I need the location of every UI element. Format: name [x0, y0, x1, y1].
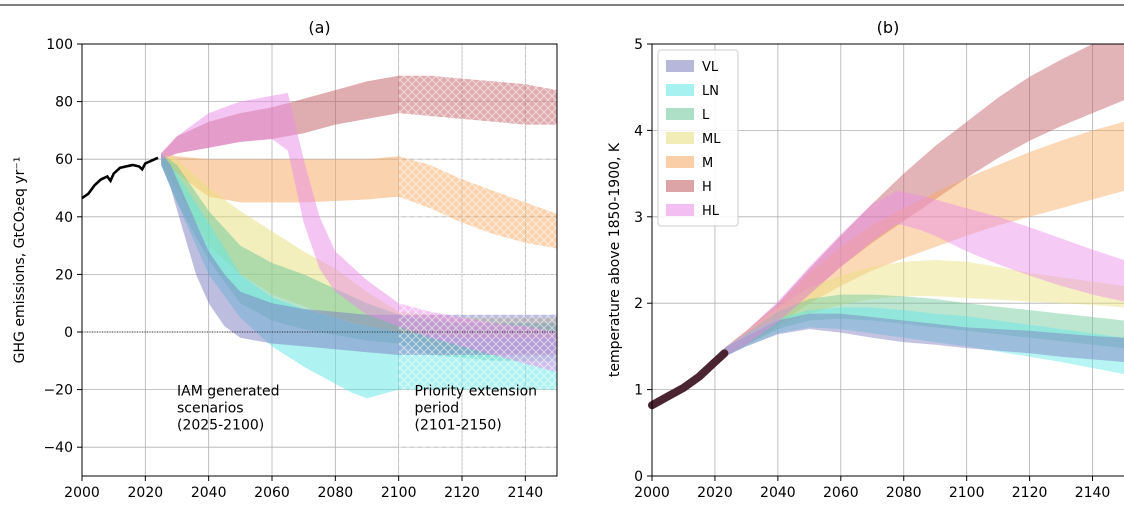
panel-b-ticks: 2000 2020 2040 2060 2080 2100 2120 2140 0 1 2 3 4 5 — [634, 37, 1110, 501]
tick-label-x-7: 2140 — [1075, 485, 1111, 501]
tick-label-x-4: 2080 — [318, 485, 354, 501]
panel-b-y-axis-label: temperature above 1850-1900, K — [607, 142, 623, 377]
legend-swatch-L — [666, 108, 694, 120]
tick-label-y-3: 20 — [55, 267, 73, 283]
panel-a-history-line — [81, 156, 159, 200]
tick-label-x-5: 2100 — [949, 485, 985, 501]
tick-label-y-5: 60 — [55, 152, 73, 168]
panel-b-temperature: 2000 2020 2040 2060 2080 2100 2120 2140 0 1 2 3 4 5 (… — [607, 18, 1124, 501]
legend-label-L: L — [702, 108, 710, 123]
annotation-1-line-2: (2101-2150) — [415, 417, 502, 433]
annotation-0-line-2: (2025-2100) — [177, 417, 264, 433]
tick-label-x-5: 2100 — [381, 485, 417, 501]
legend-label-H: H — [702, 180, 712, 195]
tick-label-x-3: 2060 — [254, 485, 290, 501]
band-HL — [724, 190, 1124, 357]
band-M — [161, 153, 557, 249]
tick-label-x-0: 2000 — [64, 485, 100, 501]
band-M — [724, 121, 1124, 357]
panel-a-extension-hatch — [398, 44, 557, 476]
tick-label-y-1: 1 — [634, 383, 643, 399]
tick-label-y-4: 40 — [55, 210, 73, 226]
tick-label-y-4: 4 — [634, 123, 643, 139]
panel-b-legend: VL LN L ML MH HL — [657, 49, 739, 227]
annotation-0-line-0: IAM generated — [177, 383, 280, 399]
legend-label-VL: VL — [702, 60, 719, 75]
tick-label-y-5: 5 — [634, 37, 643, 53]
legend-swatch-HL — [666, 204, 694, 216]
legend-swatch-ML — [666, 132, 694, 144]
tick-label-x-2: 2040 — [191, 485, 227, 501]
legend-label-ML: ML — [702, 132, 721, 147]
panel-a-ticks: 2000 2020 2040 2060 2080 2100 2120 2140−40−2002… — [43, 37, 543, 501]
tick-label-x-6: 2120 — [1012, 485, 1048, 501]
annotation-1-line-0: Priority extension — [415, 383, 538, 399]
panel-b-history-line — [648, 349, 729, 410]
legend-swatch-VL — [666, 60, 694, 72]
legend-swatch-LN — [666, 84, 694, 96]
panel-a-y-axis-label: GHG emissions, GtCO₂eq yr⁻¹ — [12, 157, 28, 364]
legend-label-LN: LN — [702, 84, 719, 99]
legend-swatch-M — [666, 156, 694, 168]
tick-label-y-7: 100 — [46, 37, 73, 53]
legend-swatch-H — [666, 180, 694, 192]
tick-label-y-1: −20 — [43, 383, 73, 399]
tick-label-x-6: 2120 — [444, 485, 480, 501]
annotation-0-line-1: scenarios — [177, 400, 244, 416]
tick-label-x-2: 2040 — [760, 485, 796, 501]
band-H — [724, 44, 1124, 357]
panel-b-bands — [724, 44, 1124, 374]
tick-label-x-0: 2000 — [634, 485, 670, 501]
tick-label-x-3: 2060 — [823, 485, 859, 501]
band-VL — [724, 313, 1124, 362]
panel-a-title: (a) — [308, 18, 330, 37]
tick-label-x-1: 2020 — [697, 485, 733, 501]
tick-label-y-2: 2 — [634, 296, 643, 312]
panel-a-frame — [81, 43, 558, 477]
panel-b-title: (b) — [877, 18, 900, 37]
band-LN — [724, 307, 1124, 374]
band-L — [724, 294, 1124, 357]
tick-label-x-1: 2020 — [128, 485, 164, 501]
tick-label-x-7: 2140 — [508, 485, 544, 501]
tick-label-y-6: 80 — [55, 95, 73, 111]
tick-label-y-2: 0 — [64, 325, 73, 341]
band-ML — [724, 260, 1124, 357]
tick-label-x-4: 2080 — [886, 485, 922, 501]
panel-b-frame — [651, 43, 1124, 477]
band-VL — [161, 153, 557, 355]
panel-a-emissions: 2000 2020 2040 2060 2080 2100 2120 2140−40−2002… — [12, 18, 558, 501]
tick-label-y-0: −40 — [43, 440, 73, 456]
tick-label-y-0: 0 — [634, 469, 643, 485]
annotation-1-line-1: period — [415, 400, 460, 416]
legend-label-M: M — [702, 156, 713, 171]
legend-label-HL: HL — [702, 204, 720, 219]
tick-label-y-3: 3 — [634, 210, 643, 226]
